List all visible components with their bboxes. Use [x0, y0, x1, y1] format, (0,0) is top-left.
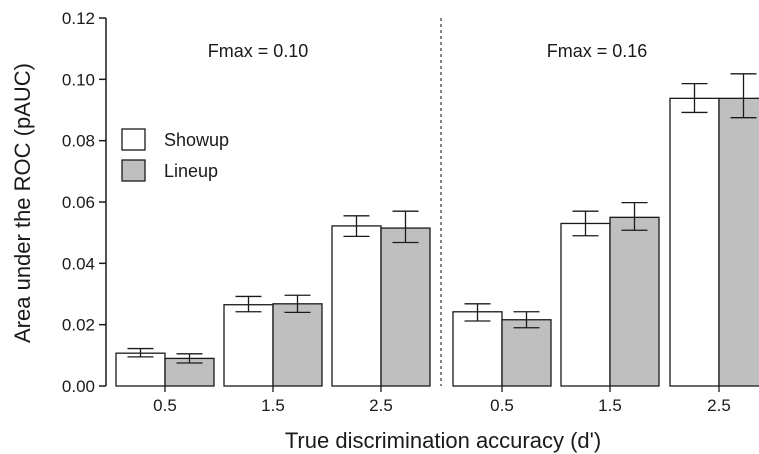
bar-lineup — [164, 357, 215, 387]
y-tick-label: 0.00 — [62, 377, 95, 396]
x-tick-label: 2.5 — [369, 396, 393, 415]
bar-showup — [223, 304, 274, 387]
bar-showup — [331, 225, 382, 387]
x-tick-label: 1.5 — [261, 396, 285, 415]
bar-lineup — [501, 319, 552, 387]
x-tick-label: 2.5 — [707, 396, 731, 415]
x-ticks: 0.5 1.5 2.5 0.5 1.5 2.5 — [153, 386, 731, 415]
bars — [115, 97, 759, 387]
bar-lineup — [609, 216, 660, 387]
legend-label-showup: Showup — [164, 130, 229, 150]
bar-lineup — [718, 97, 759, 387]
panel-annotation: Fmax = 0.16 — [547, 41, 648, 61]
legend-swatch-showup — [121, 128, 146, 151]
y-tick-label: 0.04 — [62, 254, 95, 273]
y-tick-label: 0.12 — [62, 9, 95, 28]
x-tick-label: 0.5 — [490, 396, 514, 415]
bar-showup — [452, 311, 503, 387]
y-tick-label: 0.10 — [62, 70, 95, 89]
x-tick-label: 1.5 — [598, 396, 622, 415]
legend-label-lineup: Lineup — [164, 161, 218, 181]
bar-showup — [560, 222, 611, 387]
panel-annotations: Fmax = 0.10 Fmax = 0.16 — [208, 41, 648, 61]
legend: Showup Lineup — [121, 128, 229, 182]
legend-swatch-lineup — [121, 159, 146, 182]
y-tick-label: 0.08 — [62, 132, 95, 151]
panel-annotation: Fmax = 0.10 — [208, 41, 309, 61]
y-tick-label: 0.02 — [62, 316, 95, 335]
bar-lineup — [272, 303, 323, 387]
y-axis-label: Area under the ROC (pAUC) — [10, 63, 35, 343]
x-axis-label: True discrimination accuracy (d') — [285, 428, 601, 453]
error-bars — [127, 73, 757, 364]
bar-showup — [669, 97, 720, 387]
y-ticks: 0.00 0.02 0.04 0.06 0.08 0.10 0.12 — [62, 9, 106, 396]
x-tick-label: 0.5 — [153, 396, 177, 415]
y-tick-label: 0.06 — [62, 193, 95, 212]
bar-showup — [115, 352, 166, 387]
bar-lineup — [380, 227, 431, 387]
